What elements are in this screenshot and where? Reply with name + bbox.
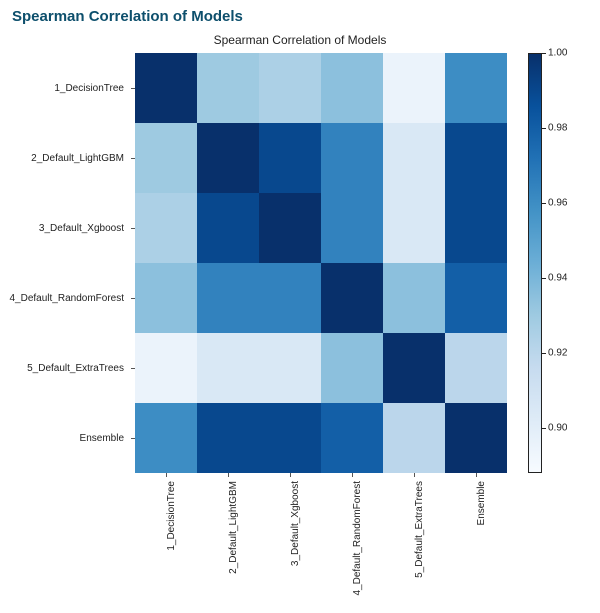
x-axis-label-slot: 4_Default_RandomForest [321, 477, 383, 607]
heatmap-cell [197, 123, 259, 193]
heatmap-cell [321, 263, 383, 333]
colorbar-tick-label: 0.96 [548, 198, 567, 209]
y-axis-tick [131, 368, 135, 369]
heatmap-cell [321, 333, 383, 403]
heatmap-cell [383, 403, 445, 473]
heatmap-cell [259, 53, 321, 123]
colorbar-tick [542, 203, 546, 204]
chart-title: Spearman Correlation of Models [0, 33, 600, 47]
heatmap-cell [445, 193, 507, 263]
heatmap-cell [259, 333, 321, 403]
y-axis-label: 1_DecisionTree [0, 53, 130, 123]
y-axis-label: 4_Default_RandomForest [0, 263, 130, 333]
heatmap-cell [197, 333, 259, 403]
y-axis-tick [131, 438, 135, 439]
x-axis-label: 5_Default_ExtraTrees [414, 481, 425, 578]
heatmap-cell [135, 263, 197, 333]
colorbar-tick-label: 0.94 [548, 273, 567, 284]
colorbar-tick [542, 53, 546, 54]
x-axis-tick [228, 473, 229, 477]
x-axis-label: 4_Default_RandomForest [352, 481, 363, 596]
colorbar-tick [542, 353, 546, 354]
heatmap-cell [321, 53, 383, 123]
heatmap-cell [383, 123, 445, 193]
heatmap-cell [135, 403, 197, 473]
heatmap-cell [383, 193, 445, 263]
heatmap-cell [197, 193, 259, 263]
colorbar-gradient [528, 53, 542, 473]
y-axis-tick [131, 88, 135, 89]
x-axis-label: 3_Default_Xgboost [290, 481, 301, 566]
x-axis-tick [290, 473, 291, 477]
x-axis-tick [414, 473, 415, 477]
y-axis-label: 3_Default_Xgboost [0, 193, 130, 263]
y-axis-label: 2_Default_LightGBM [0, 123, 130, 193]
heatmap-cell [135, 333, 197, 403]
x-axis-label: Ensemble [476, 481, 487, 525]
heatmap-cell [259, 193, 321, 263]
heatmap-cell [445, 53, 507, 123]
x-axis-label-slot: 2_Default_LightGBM [197, 477, 259, 607]
x-axis-label-slot: 1_DecisionTree [135, 477, 197, 607]
y-axis-tick [131, 228, 135, 229]
heatmap-cell [445, 263, 507, 333]
colorbar-tick-label: 0.98 [548, 123, 567, 134]
heatmap-cell [383, 333, 445, 403]
heatmap-cell [321, 403, 383, 473]
heatmap-cell [197, 53, 259, 123]
y-axis-label: Ensemble [0, 403, 130, 473]
heatmap-row [135, 53, 507, 123]
heatmap-cell [383, 263, 445, 333]
y-axis-labels: 1_DecisionTree2_Default_LightGBM3_Defaul… [0, 53, 130, 473]
x-axis-tick [166, 473, 167, 477]
x-axis-tick [352, 473, 353, 477]
x-axis-label: 1_DecisionTree [166, 481, 177, 551]
colorbar-tick-label: 0.90 [548, 423, 567, 434]
heatmap-cell [197, 263, 259, 333]
x-axis-label-slot: 3_Default_Xgboost [259, 477, 321, 607]
colorbar-tick-label: 0.92 [548, 348, 567, 359]
colorbar-tick-label: 1.00 [548, 48, 567, 59]
x-axis-label-slot: 5_Default_ExtraTrees [383, 477, 445, 607]
heatmap-cell [445, 123, 507, 193]
heatmap-cell [259, 123, 321, 193]
x-axis-tick [476, 473, 477, 477]
colorbar: 0.900.920.940.960.981.00 [528, 53, 588, 473]
heatmap-row [135, 193, 507, 263]
colorbar-tick [542, 278, 546, 279]
colorbar-tick [542, 428, 546, 429]
heatmap-cell [197, 403, 259, 473]
y-axis-label: 5_Default_ExtraTrees [0, 333, 130, 403]
heatmap-row [135, 123, 507, 193]
heatmap-figure: Spearman Correlation of Models 1_Decisio… [0, 29, 600, 609]
heatmap-cell [259, 263, 321, 333]
heatmap-cell [135, 53, 197, 123]
heatmap-cell [321, 123, 383, 193]
heatmap-cell [321, 193, 383, 263]
heatmap-cell [135, 123, 197, 193]
y-axis-tick [131, 158, 135, 159]
heatmap-row [135, 333, 507, 403]
heatmap-row [135, 403, 507, 473]
heatmap-cell [445, 403, 507, 473]
x-axis-labels: 1_DecisionTree 2_Default_LightGBM 3_Defaul… [135, 477, 507, 607]
heatmap-cell [383, 53, 445, 123]
heatmap-cell [259, 403, 321, 473]
x-axis-label-slot: Ensemble [445, 477, 507, 607]
heatmap-row [135, 263, 507, 333]
x-axis-label: 2_Default_LightGBM [228, 481, 239, 574]
colorbar-tick [542, 128, 546, 129]
page-title: Spearman Correlation of Models [0, 0, 600, 29]
heatmap-cell [135, 193, 197, 263]
heatmap-grid [135, 53, 507, 473]
y-axis-tick [131, 298, 135, 299]
heatmap-cell [445, 333, 507, 403]
